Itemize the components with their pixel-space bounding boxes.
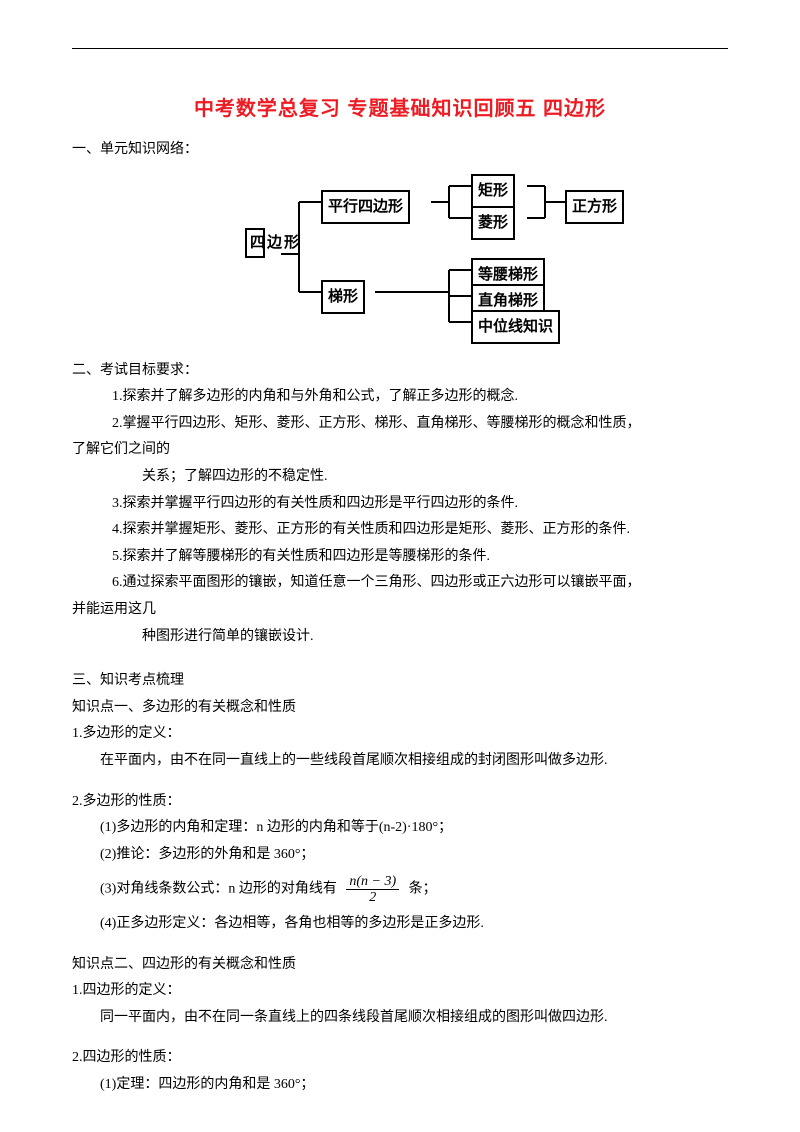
section2-head: 二、考试目标要求：: [72, 358, 728, 385]
top-rule: [72, 48, 728, 49]
k1-head: 知识点一、多边形的有关概念和性质: [72, 695, 728, 722]
k1-2-4: (4)正多边形定义：各边相等，各角也相等的多边形是正多边形.: [72, 911, 728, 938]
k1-2-3: (3)对角线条数公式：n 边形的对角线有 n(n − 3) 2 条；: [72, 874, 728, 905]
node-root-label: 四边形: [250, 234, 301, 252]
s2-l2b: 了解它们之间的: [72, 437, 728, 464]
node-midline: 中位线知识: [471, 310, 560, 345]
node-trapezoid: 梯形: [321, 280, 365, 315]
s2-l6c: 种图形进行简单的镶嵌设计.: [72, 624, 728, 651]
k2-2-head: 2.四边形的性质：: [72, 1045, 728, 1072]
k1-2-1: (1)多边形的内角和定理：n 边形的内角和等于(n-2)·180°；: [72, 815, 728, 842]
diagonal-formula: n(n − 3) 2: [346, 874, 399, 905]
s2-l3: 3.探索并掌握平行四边形的有关性质和四边形是平行四边形的条件.: [72, 491, 728, 518]
document-body: 一、单元知识网络：: [72, 137, 728, 1099]
s2-l1: 1.探索并了解多边形的内角和与外角和公式，了解正多边形的概念.: [72, 384, 728, 411]
page-title: 中考数学总复习 专题基础知识回顾五 四边形: [72, 92, 728, 121]
node-root: 四边形: [245, 228, 265, 258]
k1-2-2: (2)推论：多边形的外角和是 360°；: [72, 842, 728, 869]
k1-2-head: 2.多边形的性质：: [72, 789, 728, 816]
s2-l2c: 关系；了解四边形的不稳定性.: [72, 464, 728, 491]
node-rectangle: 矩形: [471, 174, 515, 209]
k2-1-body: 同一平面内，由不在同一条直线上的四条线段首尾顺次相接组成的图形叫做四边形.: [72, 1005, 728, 1032]
k1-2-3b: 条；: [409, 882, 437, 897]
s2-l5: 5.探索并了解等腰梯形的有关性质和四边形是等腰梯形的条件.: [72, 544, 728, 571]
s2-l2: 2.掌握平行四边形、矩形、菱形、正方形、梯形、直角梯形、等腰梯形的概念和性质，: [72, 411, 728, 438]
node-rhombus: 菱形: [471, 206, 515, 241]
node-parallelogram: 平行四边形: [321, 190, 410, 225]
knowledge-diagram: 四边形 平行四边形 梯形 矩形 菱形 正方形 等腰梯形 直角梯形 中位线知识: [182, 170, 728, 338]
frac-num: n(n − 3): [346, 874, 399, 890]
s2-l4: 4.探索并掌握矩形、菱形、正方形的有关性质和四边形是矩形、菱形、正方形的条件.: [72, 517, 728, 544]
k2-1-head: 1.四边形的定义：: [72, 978, 728, 1005]
s2-l6: 6.通过探索平面图形的镶嵌，知道任意一个三角形、四边形或正六边形可以镶嵌平面，: [72, 570, 728, 597]
k1-2-3a: (3)对角线条数公式：n 边形的对角线有: [100, 882, 337, 897]
k1-1-body: 在平面内，由不在同一直线上的一些线段首尾顺次相接组成的封闭图形叫做多边形.: [72, 748, 728, 775]
s2-l6b: 并能运用这几: [72, 597, 728, 624]
k1-1-head: 1.多边形的定义：: [72, 721, 728, 748]
section3-head: 三、知识考点梳理: [72, 668, 728, 695]
k2-2-1: (1)定理：四边形的内角和是 360°；: [72, 1072, 728, 1099]
k2-head: 知识点二、四边形的有关概念和性质: [72, 952, 728, 979]
frac-den: 2: [369, 889, 376, 905]
node-square: 正方形: [565, 190, 624, 225]
section1-head: 一、单元知识网络：: [72, 137, 728, 164]
